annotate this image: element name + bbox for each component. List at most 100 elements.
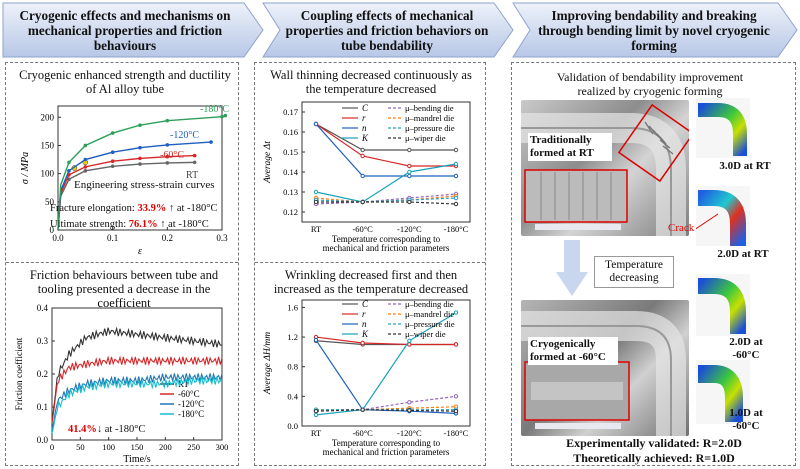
- stress-point: [83, 165, 88, 169]
- cat-ytick-label: 0.12: [283, 207, 298, 217]
- cat-point: [453, 408, 459, 414]
- cat-ylabel: Average ΔH/mm: [263, 332, 273, 395]
- friction-note: 41.4%↓ at -180°C: [68, 424, 145, 435]
- cat-point: [453, 310, 459, 315]
- tube-rt-shape: [521, 103, 689, 236]
- label-temperature-decreasing: Temperature decreasing: [594, 256, 674, 288]
- stress-ytick-label: 0: [50, 225, 55, 235]
- header-arrow-shape: [262, 2, 514, 58]
- friction-xtick-label: 250: [187, 442, 200, 452]
- sim-2d-rt: [696, 186, 750, 246]
- cat-xtick-label: -120°C: [397, 428, 422, 438]
- cat-ytick-label: 0.16: [283, 127, 298, 137]
- label-cryogenic-60: Cryogenically formed at -60°C: [528, 337, 618, 365]
- stress-point: [220, 114, 224, 119]
- cat-point: [313, 199, 319, 205]
- friction-series--180°C: [51, 375, 223, 434]
- cat-point: [407, 173, 412, 179]
- cat-legend-label: μ–mandrel die: [405, 309, 454, 319]
- friction-xtick-label: 0: [50, 442, 54, 452]
- stress-point: [138, 156, 142, 161]
- stress-series-label: -60°C: [160, 150, 184, 161]
- stress-xtick-label: 0.0: [52, 233, 64, 243]
- cat-xtick-label: RT: [311, 428, 322, 438]
- sim-2d-60: [696, 274, 750, 336]
- friction-ytick-label: 0.4: [37, 303, 49, 313]
- cat-plot-frame: [301, 299, 471, 427]
- cat-series-line: [315, 395, 457, 412]
- cat-legend-label: K: [361, 133, 369, 143]
- cat-ytick-label: 0.8: [287, 362, 298, 372]
- cat-point: [360, 340, 365, 346]
- cat-series-line: [315, 197, 457, 203]
- cat-point: [453, 173, 459, 179]
- friction-series-RT: [51, 326, 223, 424]
- stress-point: [165, 143, 170, 147]
- stress-plot-frame: [57, 105, 223, 231]
- footer-experimental: Experimentally validated: R=2.0D: [566, 436, 742, 450]
- cat-point: [313, 189, 319, 195]
- friction-ylabel: Friction coefficient: [14, 337, 25, 410]
- ultimate-note: Ultimate strength: 76.1% ↑ at -180°C: [50, 219, 209, 230]
- cat-ytick-label: 1.2: [287, 332, 298, 342]
- friction-xtick-label: 300: [216, 442, 229, 452]
- panel2-subtitle-top: Wall thinning decreased continuously as …: [270, 68, 472, 96]
- stress-point: [83, 143, 88, 148]
- cat-series-line: [315, 339, 457, 414]
- stress-series-label: -120°C: [170, 130, 199, 141]
- header-2-title: Coupling effects of mechanical propertie…: [285, 7, 489, 53]
- cat-xlabel-1: Temperature corresponding to: [332, 438, 441, 448]
- fracture-value: 33.9%: [137, 203, 167, 214]
- header-3-title: Improving bendability and breaking throu…: [538, 7, 770, 53]
- stress-point: [83, 169, 88, 173]
- friction-note-value: 41.4%: [68, 424, 97, 435]
- stress-series-label: RT: [186, 170, 198, 181]
- cat-xtick-label: -60°C: [352, 224, 373, 234]
- cat-point: [407, 400, 412, 405]
- cat-series-line: [316, 406, 457, 411]
- cat-point: [407, 169, 412, 175]
- panel2-divider: [255, 262, 485, 263]
- cat-legend-label: μ–pressure die: [405, 123, 455, 133]
- friction-xlabel: Time/s: [123, 454, 151, 464]
- tube-cryo-shape: [521, 311, 686, 436]
- cat-xlabel-1: Temperature corresponding to: [332, 234, 441, 244]
- stress-point: [110, 159, 115, 164]
- photo-tube-rt: [521, 100, 689, 236]
- cat-xtick-label: RT: [311, 224, 322, 234]
- cat-series-line: [315, 336, 456, 346]
- stress-point: [67, 169, 71, 173]
- stress-caption: Engineering stress-strain curves: [74, 179, 215, 191]
- fracture-label: Fracture elongation:: [50, 203, 138, 214]
- cat-ytick-label: 0.14: [283, 167, 299, 177]
- cat-point: [453, 195, 459, 201]
- cat-legend-label: K: [361, 329, 369, 339]
- cat-point: [313, 337, 319, 343]
- label-traditional-rt: Traditionally formed at RT: [528, 133, 612, 161]
- cat-point: [360, 153, 365, 159]
- cat-legend-label: n: [362, 123, 367, 133]
- cat-point: [360, 147, 365, 153]
- stress-point: [138, 162, 142, 166]
- cat-point: [360, 173, 365, 179]
- cat-point: [453, 394, 459, 399]
- cat-xlabel-2: mechanical and friction parameters: [323, 243, 450, 253]
- cat-point: [360, 407, 365, 412]
- cat-series-line: [315, 163, 457, 203]
- panel1-subtitle-top: Cryogenic enhanced strength and ductilit…: [19, 68, 231, 96]
- stress-xtick-label: 0.2: [162, 233, 173, 243]
- crack-label: Crack: [668, 222, 695, 234]
- ultimate-value: 76.1%: [128, 219, 158, 230]
- cat-ytick-label: 0.17: [283, 107, 298, 117]
- sim-label-3d-rt: 3.0D at RT: [719, 160, 771, 172]
- stress-series-RT: [57, 161, 195, 231]
- stress-point: [138, 145, 142, 150]
- cat-series-line: [316, 201, 457, 205]
- friction-xtick-label: 100: [102, 442, 115, 452]
- stress-series-label: -180°C: [200, 104, 229, 115]
- temperature-arrow: [556, 240, 588, 296]
- cat-legend-label: C: [362, 103, 369, 113]
- header-1-title: Cryogenic effects and mechanisms on mech…: [19, 7, 231, 53]
- footer-theoretical: Theoretically achieved: R=1.0D: [573, 451, 735, 465]
- cat-plot-frame: [301, 101, 471, 223]
